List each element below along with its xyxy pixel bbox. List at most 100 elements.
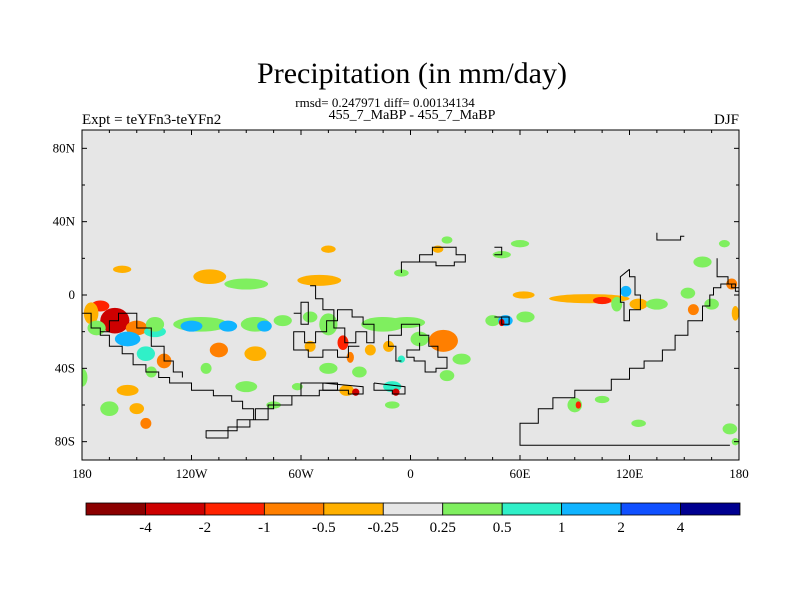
precip-anomaly-73 (718, 240, 730, 248)
x-tick-label: 60E (510, 466, 531, 481)
colorbar-box-6 (442, 502, 503, 516)
precip-anomaly-11 (100, 401, 119, 416)
precip-anomaly-16 (224, 278, 269, 290)
colorbar-level-label: -4 (139, 520, 152, 536)
land-outlines (82, 232, 739, 446)
x-tick-label: 60W (288, 466, 314, 481)
precip-anomaly-4 (114, 331, 141, 347)
coastline-13 (656, 232, 685, 241)
x-tick-label: 180 (729, 466, 749, 481)
experiment-label: Expt = teYFn3-teYFn2 (82, 112, 221, 128)
colorbar-box-3 (263, 502, 325, 516)
precip-anomaly-65 (629, 298, 648, 310)
period-label: 455_7_MaBP - 455_7_MaBP (329, 108, 496, 123)
precip-anomaly-40 (319, 362, 338, 374)
colorbar-level-label: 1 (558, 520, 566, 536)
x-tick-label: 120W (176, 466, 209, 481)
precip-anomaly-69 (704, 298, 719, 310)
y-tick-label: 80N (53, 140, 76, 155)
precip-anomaly-48 (388, 317, 426, 328)
colorbar-level-label: -0.5 (312, 520, 336, 536)
coastline-5 (322, 382, 364, 395)
precip-anomaly-35 (319, 313, 338, 336)
coastline-14 (519, 283, 739, 446)
precip-anomaly-75 (575, 401, 582, 409)
precip-anomaly-12 (129, 403, 145, 415)
coastline-7 (400, 246, 466, 273)
precip-anomaly-36 (337, 335, 349, 350)
precip-anomaly-32 (244, 346, 267, 361)
precip-anomaly-60 (512, 291, 535, 299)
precip-anomaly-46 (384, 401, 400, 409)
precip-anomaly-30 (273, 315, 292, 327)
colorbar-level-label: 4 (677, 520, 685, 536)
precip-anomaly-31 (209, 342, 228, 358)
precip-anomaly-71 (731, 306, 739, 321)
y-tick-label: 40S (55, 360, 75, 375)
y-tick-label: 40N (53, 214, 76, 229)
coastline-6 (373, 382, 406, 395)
precip-anomaly-34 (302, 311, 318, 323)
precip-anomaly-80 (82, 368, 88, 387)
colorbar-level-label: 0.25 (430, 520, 456, 536)
coastline-11 (619, 268, 641, 322)
precip-anomaly-64 (620, 285, 632, 297)
precip-anomaly-24 (145, 317, 165, 332)
precip-anomaly-14 (113, 265, 132, 274)
precip-anomaly-67 (680, 287, 696, 299)
colorbar-box-10 (680, 502, 741, 516)
colorbar-level-label: 0.5 (493, 520, 512, 536)
precip-anomaly-72 (693, 256, 712, 268)
coastline-2 (100, 312, 183, 378)
precip-anomaly-81 (235, 381, 258, 393)
precip-anomaly-15 (193, 269, 227, 284)
precip-anomaly-77 (631, 419, 646, 428)
coastline-8 (388, 323, 448, 373)
coastline-9 (494, 316, 510, 325)
precip-anomaly-21 (441, 236, 453, 244)
colorbar-box-8 (561, 502, 622, 516)
precip-anomaly-29 (257, 320, 272, 332)
y-axis: 80N 40N 0 40S 80S (53, 140, 739, 449)
precip-anomaly-26 (180, 320, 203, 332)
precip-anomaly-7 (136, 346, 155, 361)
coastline-10 (494, 246, 503, 256)
colorbar-box-7 (501, 502, 563, 516)
colorbar-box-5 (382, 502, 444, 516)
y-tick-label: 80S (55, 434, 75, 449)
coastline-4 (293, 301, 309, 325)
colorbar-box-9 (620, 502, 681, 516)
precip-anomaly-19 (432, 245, 444, 253)
precip-anomaly-17 (297, 274, 342, 286)
precip-anomaly-52 (452, 353, 471, 365)
chart-subtitle: rmsd= 0.247971 diff= 0.00134134 (295, 95, 475, 110)
precip-anomaly-56 (485, 315, 500, 327)
x-axis: 180 120W 60W 0 60E 120E 180 (72, 130, 749, 481)
precip-anomaly-76 (594, 395, 610, 404)
y-tick-label: 0 (69, 287, 76, 302)
precip-anomaly-23 (510, 240, 530, 248)
colorbar-level-label: -1 (258, 520, 271, 536)
chart-title: Precipitation (in mm/day) (257, 57, 567, 90)
coastline-3 (293, 285, 375, 358)
precip-anomaly-13 (140, 417, 152, 429)
x-tick-label: 120E (616, 466, 644, 481)
precip-anomaly-18 (321, 245, 336, 253)
x-tick-label: 0 (407, 466, 414, 481)
x-tick-label: 180 (72, 466, 92, 481)
precip-anomaly-50 (428, 329, 458, 352)
precip-anomaly-39 (352, 366, 367, 378)
colorbar-level-label: -2 (199, 520, 212, 536)
precip-anomaly-33 (200, 362, 212, 374)
colorbar-level-label: 2 (617, 520, 625, 536)
precip-anomaly-10 (116, 384, 139, 396)
colorbar-box-0 (85, 502, 146, 516)
precip-anomaly-66 (645, 298, 668, 310)
precip-anomaly-54 (364, 344, 376, 356)
precip-anomaly-43 (291, 383, 303, 391)
colorbar: -4 -2 -1 -0.5 -0.25 0.25 0.5 1 2 4 (85, 502, 741, 536)
season-label: DJF (714, 112, 739, 128)
precip-anomaly-63 (611, 296, 623, 312)
precip-anomaly-68 (687, 304, 699, 316)
